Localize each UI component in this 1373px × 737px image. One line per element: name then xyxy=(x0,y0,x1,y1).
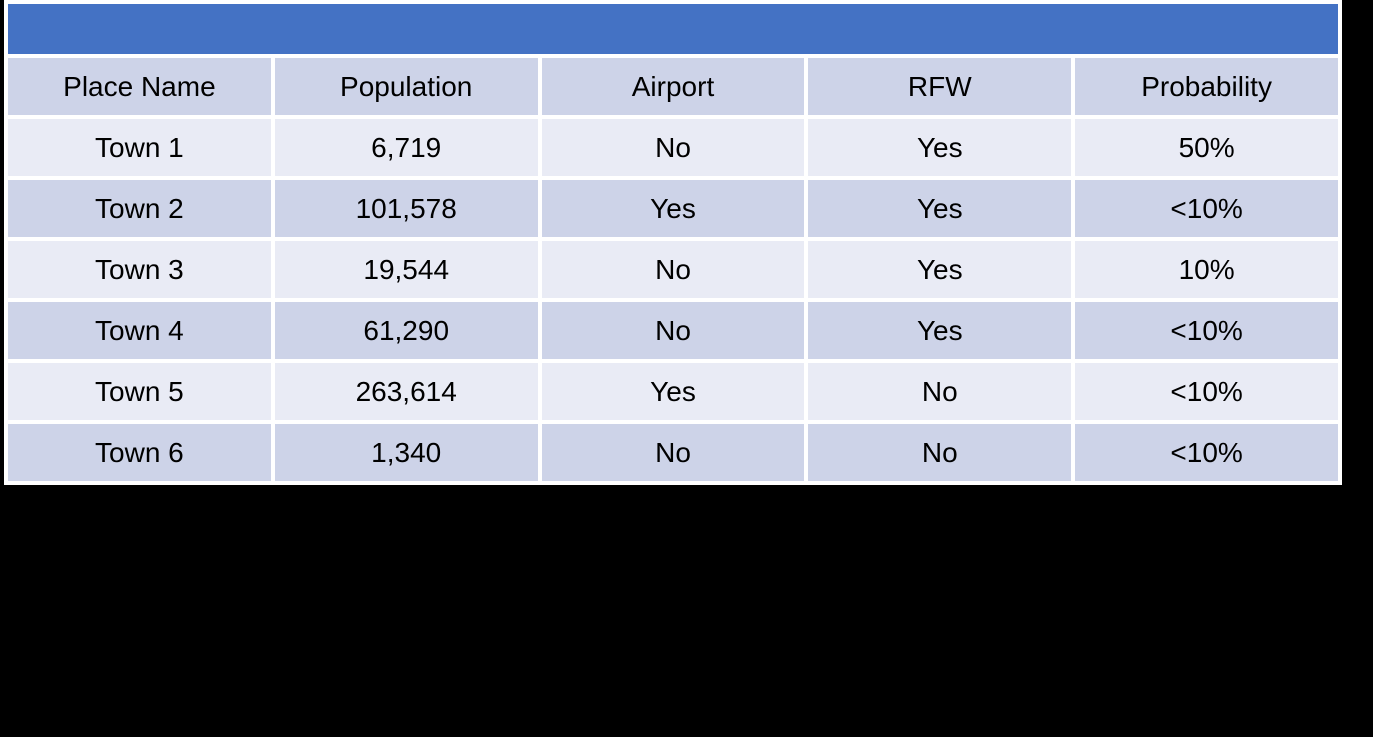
table-row: Place Name Population Airport RFW Probab… xyxy=(8,58,1338,115)
table-row: Town 6 1,340 No No <10% xyxy=(8,424,1338,481)
cell-rfw: Yes xyxy=(808,241,1072,298)
cell-place: Town 3 xyxy=(8,241,271,298)
table-row: Town 3 19,544 No Yes 10% xyxy=(8,241,1338,298)
cell-place: Town 6 xyxy=(8,424,271,481)
cell-airport: No xyxy=(541,241,805,298)
cell-place: Town 5 xyxy=(8,363,271,420)
header-cell-population: Population xyxy=(274,58,538,115)
header-cell-place-name: Place Name xyxy=(8,58,271,115)
cell-population: 6,719 xyxy=(274,119,538,176)
data-table: Place Name Population Airport RFW Probab… xyxy=(4,0,1342,485)
cell-airport: No xyxy=(541,302,805,359)
cell-place: Town 2 xyxy=(8,180,271,237)
cell-place: Town 1 xyxy=(8,119,271,176)
cell-airport: No xyxy=(541,119,805,176)
cell-probability: 10% xyxy=(1075,241,1338,298)
cell-probability: <10% xyxy=(1075,424,1338,481)
cell-probability: <10% xyxy=(1075,180,1338,237)
cell-population: 263,614 xyxy=(274,363,538,420)
header-cell-rfw: RFW xyxy=(808,58,1072,115)
cell-population: 101,578 xyxy=(274,180,538,237)
cell-population: 1,340 xyxy=(274,424,538,481)
cell-probability: <10% xyxy=(1075,363,1338,420)
cell-rfw: Yes xyxy=(808,180,1072,237)
cell-probability: 50% xyxy=(1075,119,1338,176)
table-row xyxy=(8,4,1338,54)
table-row: Town 1 6,719 No Yes 50% xyxy=(8,119,1338,176)
cell-probability: <10% xyxy=(1075,302,1338,359)
cell-population: 19,544 xyxy=(274,241,538,298)
cell-airport: Yes xyxy=(541,363,805,420)
cell-rfw: Yes xyxy=(808,302,1072,359)
cell-rfw: No xyxy=(808,363,1072,420)
cell-population: 61,290 xyxy=(274,302,538,359)
table-row: Town 4 61,290 No Yes <10% xyxy=(8,302,1338,359)
cell-rfw: Yes xyxy=(808,119,1072,176)
cell-rfw: No xyxy=(808,424,1072,481)
header-cell-airport: Airport xyxy=(541,58,805,115)
table-row: Town 2 101,578 Yes Yes <10% xyxy=(8,180,1338,237)
title-banner xyxy=(8,4,1338,54)
cell-airport: No xyxy=(541,424,805,481)
header-cell-probability: Probability xyxy=(1075,58,1338,115)
cell-airport: Yes xyxy=(541,180,805,237)
cell-place: Town 4 xyxy=(8,302,271,359)
table-row: Town 5 263,614 Yes No <10% xyxy=(8,363,1338,420)
